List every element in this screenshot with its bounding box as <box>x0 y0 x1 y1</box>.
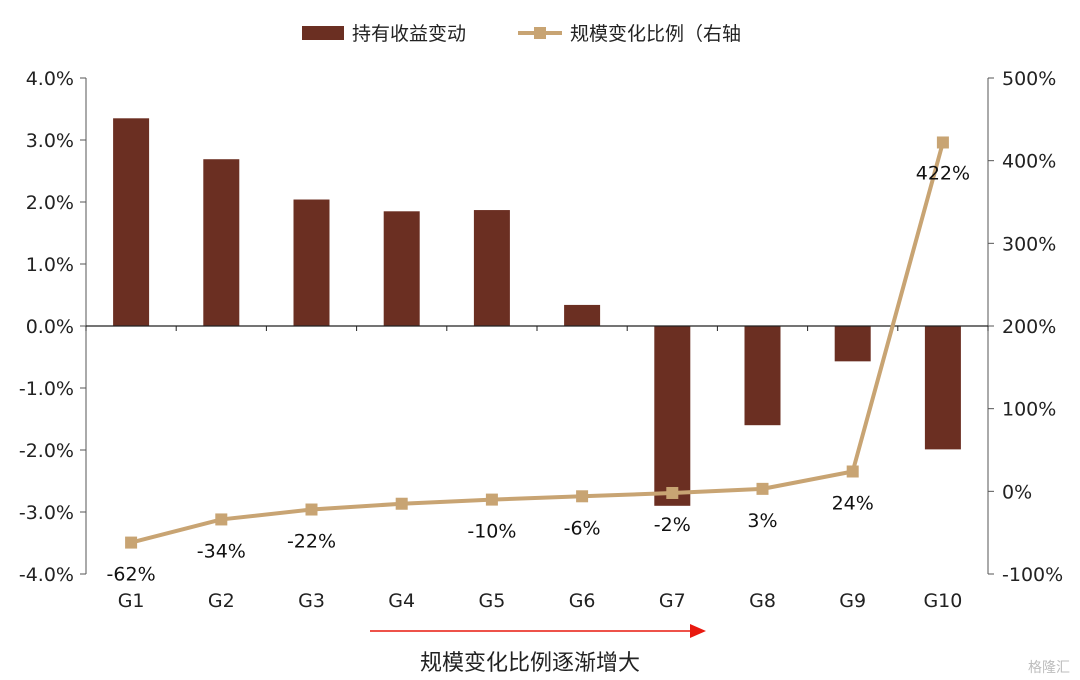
data-label: 3% <box>747 510 777 532</box>
bar <box>293 199 330 326</box>
bar <box>654 326 691 506</box>
x-tick-label: G1 <box>118 590 145 612</box>
line-marker <box>756 482 769 495</box>
right-tick-label: -100% <box>1002 564 1063 586</box>
data-labels: -62% -34% -22% -10% -6% -2% 3% 24% 422% <box>107 162 971 585</box>
data-label: -22% <box>287 531 336 553</box>
left-tick-label: -3.0% <box>19 502 74 524</box>
legend-line-label: 规模变化比例（右轴 <box>570 23 741 45</box>
line-marker <box>936 136 949 149</box>
legend-line-marker <box>534 27 546 39</box>
data-label: -10% <box>467 521 516 543</box>
bar <box>113 118 150 326</box>
line-series <box>125 136 949 549</box>
x-tick-label: G9 <box>839 590 866 612</box>
watermark: 格隆汇 <box>1028 660 1070 676</box>
line-marker <box>485 493 498 506</box>
line-marker <box>846 465 859 478</box>
left-tick-label: 2.0% <box>26 192 74 214</box>
left-tick-label: 1.0% <box>26 254 74 276</box>
x-tick-label: G3 <box>298 590 325 612</box>
x-tick-label: G6 <box>569 590 596 612</box>
left-tick-label: 4.0% <box>26 68 74 90</box>
right-tick-label: 100% <box>1002 399 1056 421</box>
left-tick-label: 3.0% <box>26 130 74 152</box>
data-label: -62% <box>107 564 156 586</box>
right-tick-label: 300% <box>1002 233 1056 255</box>
x-tick-label: G8 <box>749 590 776 612</box>
line-marker <box>395 497 408 510</box>
line-marker <box>305 503 318 516</box>
x-tick-label: G10 <box>923 590 962 612</box>
zero-line-group <box>85 325 989 331</box>
left-tick-label: -2.0% <box>19 440 74 462</box>
data-label: 24% <box>832 492 874 514</box>
data-label: 422% <box>916 162 970 184</box>
x-tick-label: G4 <box>388 590 415 612</box>
right-tick-label: 200% <box>1002 316 1056 338</box>
legend-bar-swatch <box>302 26 344 40</box>
axes: 4.0% 3.0% 2.0% 1.0% 0.0% -1.0% -2.0% -3.0% -4.0%… <box>19 68 1063 586</box>
x-tick-label: G7 <box>659 590 686 612</box>
left-tick-label: 0.0% <box>26 316 74 338</box>
bar <box>744 326 781 426</box>
line-marker <box>215 513 228 526</box>
series-line <box>130 141 945 545</box>
right-tick-label: 0% <box>1002 481 1032 503</box>
legend: 持有收益变动 规模变化比例（右轴 <box>302 23 741 45</box>
line-marker <box>125 536 138 549</box>
bar <box>383 211 420 326</box>
bar <box>834 326 871 362</box>
left-tick-label: -1.0% <box>19 378 74 400</box>
bar <box>924 326 961 450</box>
footer: 规模变化比例逐渐增大 <box>370 624 706 676</box>
legend-bar-label: 持有收益变动 <box>352 23 466 45</box>
x-tick-labels: G1 G2 G3 G4 G5 G6 G7 G8 G9 G10 <box>118 590 963 612</box>
bar <box>473 210 510 326</box>
data-label: -34% <box>197 540 246 562</box>
data-label: -2% <box>654 514 691 536</box>
x-tick-label: G5 <box>478 590 505 612</box>
line-marker <box>666 486 679 499</box>
bar <box>564 304 601 326</box>
footer-arrow-head <box>690 624 706 638</box>
x-tick-label: G2 <box>208 590 235 612</box>
right-tick-label: 500% <box>1002 68 1056 90</box>
bar-series <box>113 118 961 506</box>
right-tick-label: 400% <box>1002 151 1056 173</box>
bar <box>203 159 240 326</box>
data-label: -6% <box>564 517 601 539</box>
footer-text: 规模变化比例逐渐增大 <box>420 651 640 676</box>
line-marker <box>576 490 589 503</box>
left-tick-label: -4.0% <box>19 564 74 586</box>
